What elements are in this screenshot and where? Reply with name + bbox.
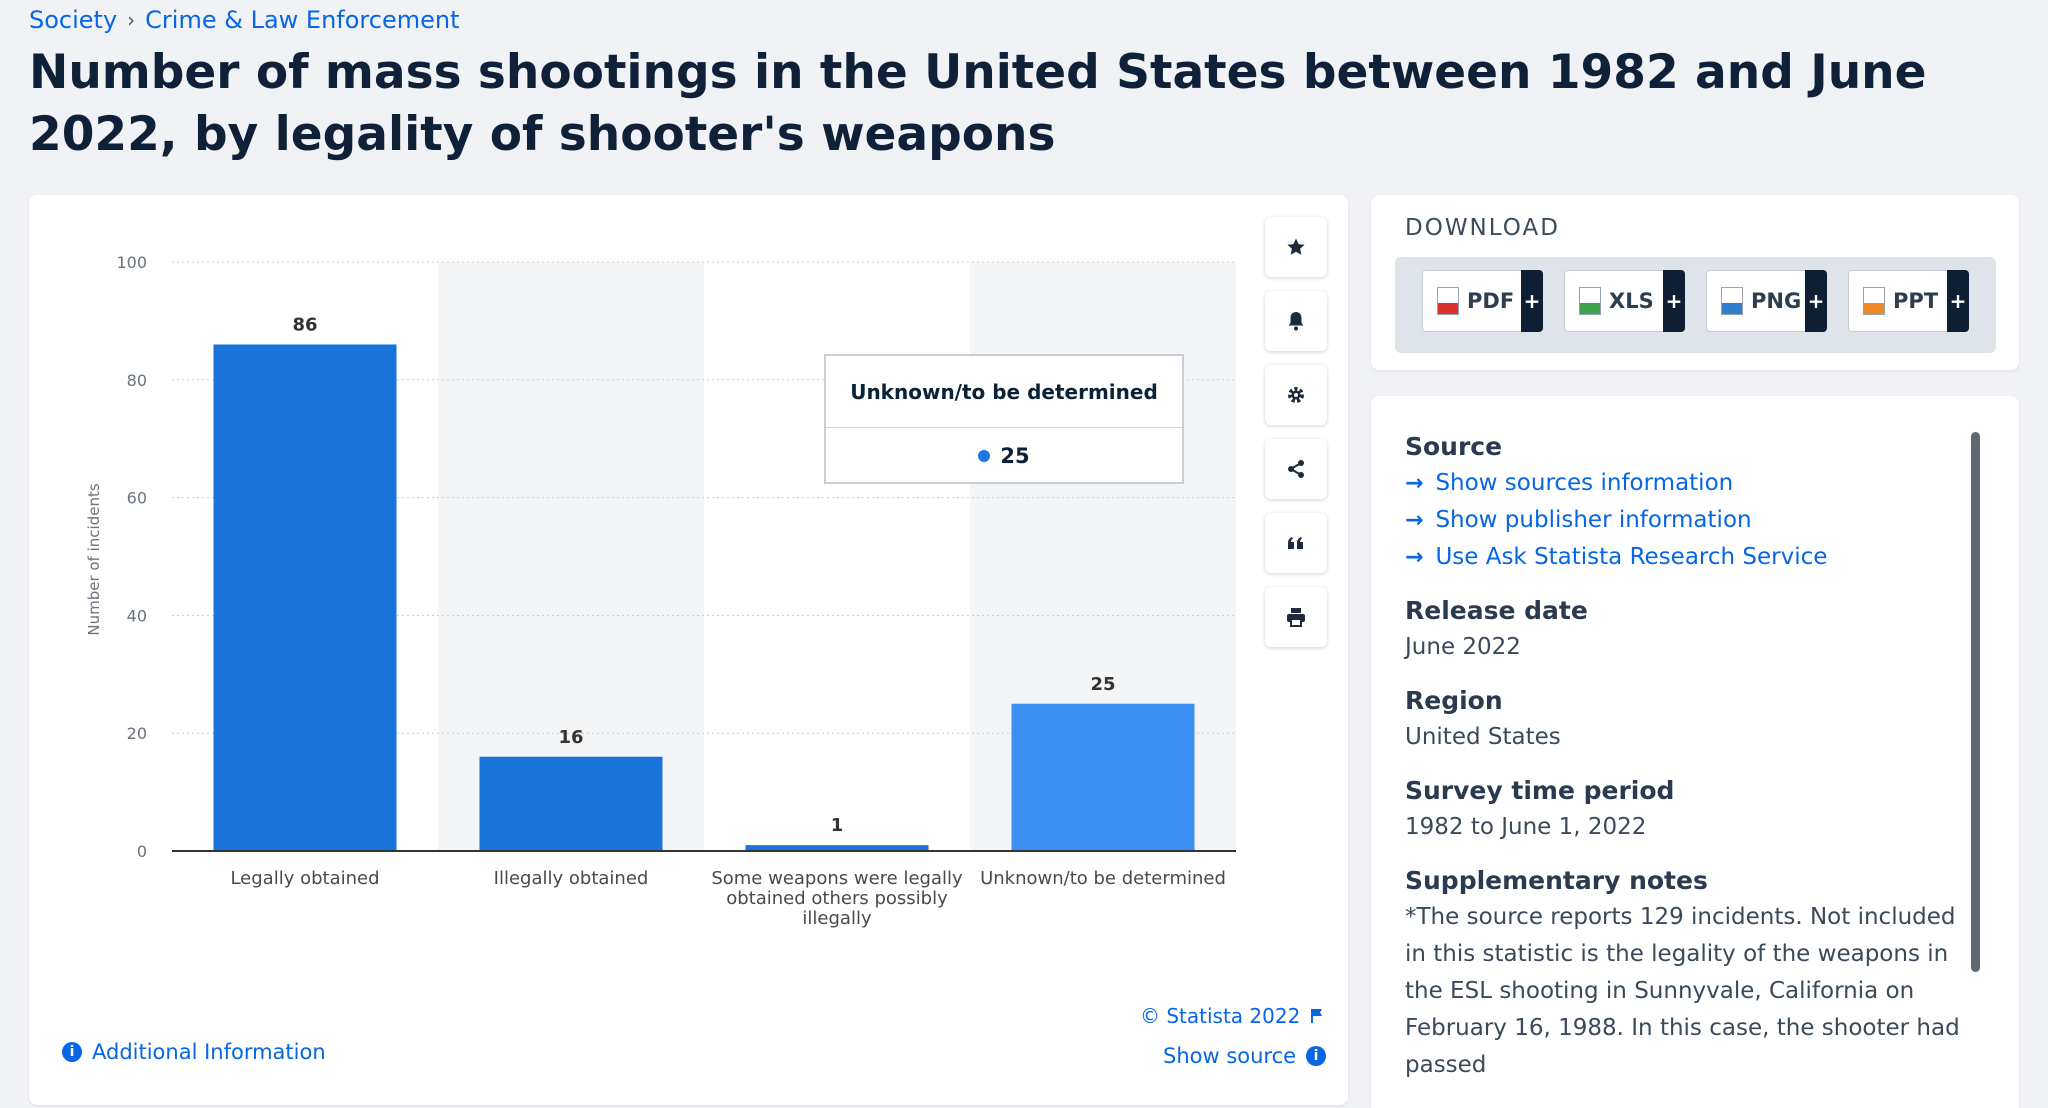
ask-statista-link[interactable]: → Use Ask Statista Research Service: [1405, 539, 1975, 576]
ppt-file-icon: [1863, 287, 1885, 315]
show-source-label: Show source: [1163, 1044, 1297, 1068]
show-sources-label: Show sources information: [1435, 470, 1734, 496]
bar-value-label: 1: [831, 815, 844, 836]
x-tick-label: Illegally obtained: [494, 868, 649, 889]
download-pdf-button[interactable]: PDF +: [1422, 270, 1543, 332]
show-source-link[interactable]: Show source i: [1163, 1044, 1327, 1068]
print-icon: [1287, 608, 1305, 627]
breadcrumb-society[interactable]: Society: [29, 6, 118, 34]
source-section: Source → Show sources information → Show p…: [1405, 432, 1975, 576]
gear-icon: [1288, 387, 1304, 403]
download-tray: PDF + XLS + PNG + PPT +: [1395, 257, 1996, 353]
cite-button[interactable]: [1265, 513, 1327, 573]
download-png-button[interactable]: PNG +: [1706, 270, 1827, 332]
credit-text: © Statista 2022: [1140, 1004, 1301, 1028]
arrow-right-icon: →: [1405, 508, 1424, 533]
tooltip-dot: [978, 450, 991, 462]
y-tick-label: 100: [116, 253, 147, 272]
bell-icon: [1288, 312, 1304, 331]
info-icon: i: [1306, 1046, 1327, 1066]
x-tick-label: obtained others possibly: [726, 888, 948, 909]
pdf-plus-button[interactable]: +: [1521, 270, 1543, 332]
release-value: June 2022: [1405, 634, 1521, 660]
bar-value-label: 16: [558, 727, 583, 748]
show-publisher-link[interactable]: → Show publisher information: [1405, 502, 1975, 539]
bar: [479, 756, 663, 851]
x-tick-label: Some weapons were legally: [711, 868, 963, 889]
arrow-right-icon: →: [1405, 471, 1424, 496]
share-icon: [1288, 460, 1304, 478]
show-publisher-label: Show publisher information: [1435, 507, 1752, 533]
bar-chart: 0 20 40 60 80 100 Number of incidents 86 Legally…: [85, 253, 1236, 929]
download-png-label: PNG: [1751, 289, 1802, 313]
breadcrumb: Society › Crime & Law Enforcement: [29, 6, 460, 34]
download-xls-button[interactable]: XLS +: [1564, 270, 1685, 332]
y-tick-label: 60: [127, 489, 147, 508]
xls-file-icon: [1579, 287, 1601, 315]
download-ppt-button[interactable]: PPT +: [1848, 270, 1969, 332]
bar-value-label: 86: [292, 314, 317, 335]
bar-value-label: 25: [1090, 674, 1115, 695]
region-heading: Region: [1405, 686, 1503, 715]
region-value: United States: [1405, 724, 1561, 750]
period-value: 1982 to June 1, 2022: [1405, 814, 1647, 840]
ask-statista-label: Use Ask Statista Research Service: [1435, 544, 1828, 570]
info-icon: i: [62, 1042, 82, 1062]
tooltip-value: 25: [1000, 444, 1030, 468]
tooltip-title: Unknown/to be determined: [826, 356, 1182, 428]
statistic-details-panel: Source → Show sources information → Show p…: [1371, 396, 2019, 1108]
y-axis-label: Number of incidents: [85, 483, 103, 635]
download-ppt-label: PPT: [1893, 289, 1939, 313]
bar: [1011, 703, 1195, 851]
notes-heading: Supplementary notes: [1405, 866, 1708, 895]
quote-icon: [1288, 537, 1303, 549]
star-icon: [1287, 238, 1305, 255]
chart-tooltip: Unknown/to be determined 25: [824, 354, 1184, 484]
favorite-button[interactable]: [1265, 217, 1327, 277]
print-button[interactable]: [1265, 587, 1327, 647]
show-sources-link[interactable]: → Show sources information: [1405, 465, 1975, 502]
arrow-right-icon: →: [1405, 545, 1424, 570]
y-tick-label: 80: [127, 371, 147, 390]
y-tick-label: 40: [127, 606, 147, 625]
y-tick-label: 0: [137, 842, 147, 861]
ppt-plus-button[interactable]: +: [1947, 270, 1969, 332]
details-scrollbar[interactable]: [1971, 432, 1980, 972]
notify-button[interactable]: [1265, 291, 1327, 351]
statista-credit[interactable]: © Statista 2022: [1140, 1004, 1324, 1028]
png-plus-button[interactable]: +: [1805, 270, 1827, 332]
source-heading: Source: [1405, 432, 1503, 461]
share-button[interactable]: [1265, 439, 1327, 499]
notes-text: *The source reports 129 incidents. Not i…: [1405, 904, 1960, 1078]
x-tick-label: Legally obtained: [230, 868, 379, 889]
y-tick-label: 20: [127, 724, 147, 743]
page-title: Number of mass shootings in the United S…: [29, 45, 1927, 162]
settings-button[interactable]: [1265, 365, 1327, 425]
download-pdf-label: PDF: [1467, 289, 1515, 313]
bar: [745, 845, 929, 851]
breadcrumb-crime[interactable]: Crime & Law Enforcement: [145, 6, 460, 34]
breadcrumb-separator: ›: [127, 8, 136, 32]
plot-band: [438, 262, 704, 851]
period-heading: Survey time period: [1405, 776, 1675, 805]
additional-information-label: Additional Information: [92, 1040, 326, 1064]
x-tick-label: Unknown/to be determined: [980, 868, 1226, 889]
release-heading: Release date: [1405, 596, 1588, 625]
png-file-icon: [1721, 287, 1743, 315]
tooltip-body: 25: [826, 428, 1182, 484]
download-panel: DOWNLOAD PDF + XLS + PNG + PPT +: [1371, 195, 2019, 370]
x-tick-label: illegally: [802, 908, 872, 929]
xls-plus-button[interactable]: +: [1663, 270, 1685, 332]
download-title: DOWNLOAD: [1405, 215, 1560, 241]
pdf-file-icon: [1437, 287, 1459, 315]
additional-information-link[interactable]: i Additional Information: [62, 1040, 326, 1064]
download-xls-label: XLS: [1609, 289, 1654, 313]
bar: [213, 344, 397, 851]
flag-icon: [1311, 1009, 1323, 1023]
chart-tools: [1265, 217, 1327, 661]
